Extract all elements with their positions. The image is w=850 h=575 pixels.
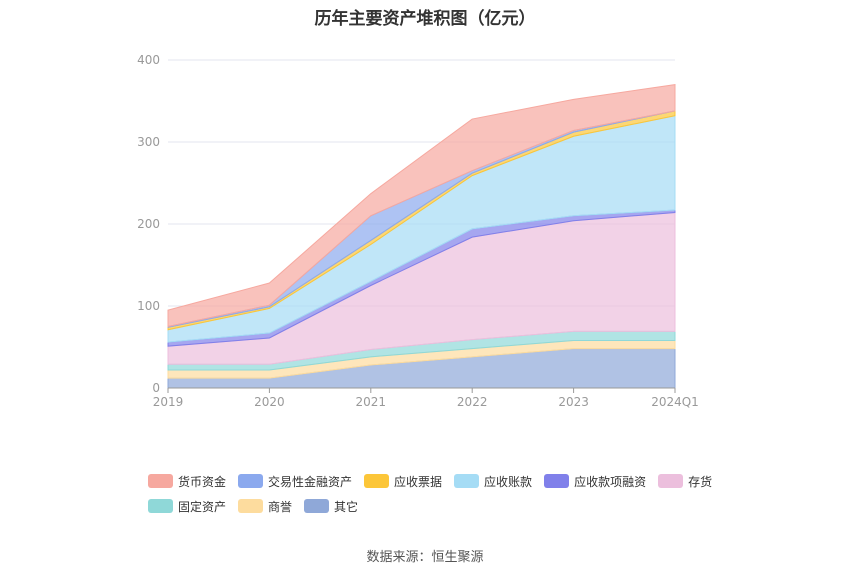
legend-swatch xyxy=(238,474,264,488)
chart-title: 历年主要资产堆积图（亿元） xyxy=(314,9,536,29)
legend-label: 货币资金 xyxy=(178,474,227,489)
legend-label: 应收款项融资 xyxy=(574,474,647,489)
x-tick-label: 2023 xyxy=(558,395,589,409)
legend: 货币资金 交易性金融资产 应收票据 应收账款 应收款项融资 存货固定资产 商誉 其它 xyxy=(148,473,728,514)
y-tick-label: 200 xyxy=(137,217,160,231)
y-tick-label: 100 xyxy=(137,299,160,313)
legend-label: 交易性金融资产 xyxy=(268,474,353,489)
legend-swatch xyxy=(304,499,330,513)
legend-label: 固定资产 xyxy=(178,499,227,514)
y-tick-label: 0 xyxy=(152,381,160,395)
legend-item[interactable]: 其它 xyxy=(304,498,358,514)
x-tick-label: 2022 xyxy=(457,395,488,409)
series-areas xyxy=(167,84,676,389)
legend-item[interactable]: 交易性金融资产 xyxy=(238,473,352,489)
legend-swatch xyxy=(364,474,390,488)
x-tick-label: 2024Q1 xyxy=(651,395,699,409)
legend-swatch xyxy=(658,474,684,488)
legend-swatch xyxy=(148,474,173,488)
x-tick-label: 2019 xyxy=(153,395,184,409)
x-tick-label: 2021 xyxy=(356,395,387,409)
stacked-area-chart: 0 100 200 300 400 2019 2020 2021 2022 2023 2024Q1 xyxy=(137,53,699,409)
legend-swatch xyxy=(454,474,480,488)
legend-item[interactable]: 固定资产 xyxy=(148,498,226,514)
legend-swatch xyxy=(544,474,570,488)
legend-label: 商誉 xyxy=(268,499,293,514)
data-source: 数据来源：恒生聚源 xyxy=(366,550,484,565)
legend-item[interactable]: 商誉 xyxy=(238,498,292,514)
legend-item[interactable]: 应收款项融资 xyxy=(544,473,646,489)
area-series-9 xyxy=(167,84,676,328)
legend-swatch xyxy=(238,499,264,513)
legend-item[interactable]: 货币资金 xyxy=(148,473,226,489)
legend-item[interactable]: 应收账款 xyxy=(454,473,532,489)
y-tick-label: 400 xyxy=(137,53,160,67)
legend-swatch xyxy=(148,499,173,513)
legend-item[interactable]: 应收票据 xyxy=(364,473,442,489)
legend-label: 存货 xyxy=(688,474,713,489)
axes: 0 100 200 300 400 2019 2020 2021 2022 2023 2024Q1 xyxy=(137,53,699,409)
legend-label: 其它 xyxy=(334,499,359,514)
legend-item[interactable]: 存货 xyxy=(658,473,712,489)
legend-label: 应收账款 xyxy=(484,474,533,489)
x-tick-label: 2020 xyxy=(254,395,285,409)
legend-label: 应收票据 xyxy=(394,474,443,489)
y-tick-label: 300 xyxy=(137,135,160,149)
